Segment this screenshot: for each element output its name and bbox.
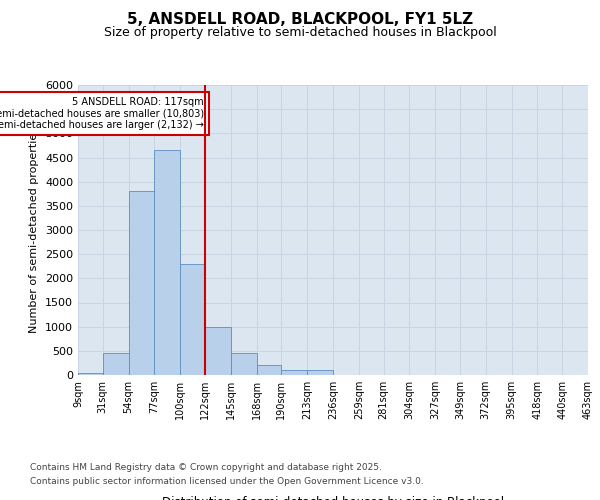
Text: Size of property relative to semi-detached houses in Blackpool: Size of property relative to semi-detach… <box>104 26 496 39</box>
Text: 5 ANSDELL ROAD: 117sqm
← 83% of semi-detached houses are smaller (10,803)
16% of: 5 ANSDELL ROAD: 117sqm ← 83% of semi-det… <box>0 97 204 130</box>
Text: Contains public sector information licensed under the Open Government Licence v3: Contains public sector information licen… <box>30 478 424 486</box>
Bar <box>103 353 128 375</box>
Bar <box>307 370 333 375</box>
Bar <box>78 372 103 375</box>
Bar <box>257 366 281 375</box>
Text: 5, ANSDELL ROAD, BLACKPOOL, FY1 5LZ: 5, ANSDELL ROAD, BLACKPOOL, FY1 5LZ <box>127 12 473 28</box>
Text: Contains HM Land Registry data © Crown copyright and database right 2025.: Contains HM Land Registry data © Crown c… <box>30 462 382 471</box>
Y-axis label: Number of semi-detached properties: Number of semi-detached properties <box>29 127 40 333</box>
Bar <box>128 192 154 375</box>
Bar <box>154 150 180 375</box>
Bar <box>180 264 205 375</box>
Bar <box>281 370 307 375</box>
Bar <box>205 326 231 375</box>
Bar <box>231 353 257 375</box>
X-axis label: Distribution of semi-detached houses by size in Blackpool: Distribution of semi-detached houses by … <box>162 496 504 500</box>
